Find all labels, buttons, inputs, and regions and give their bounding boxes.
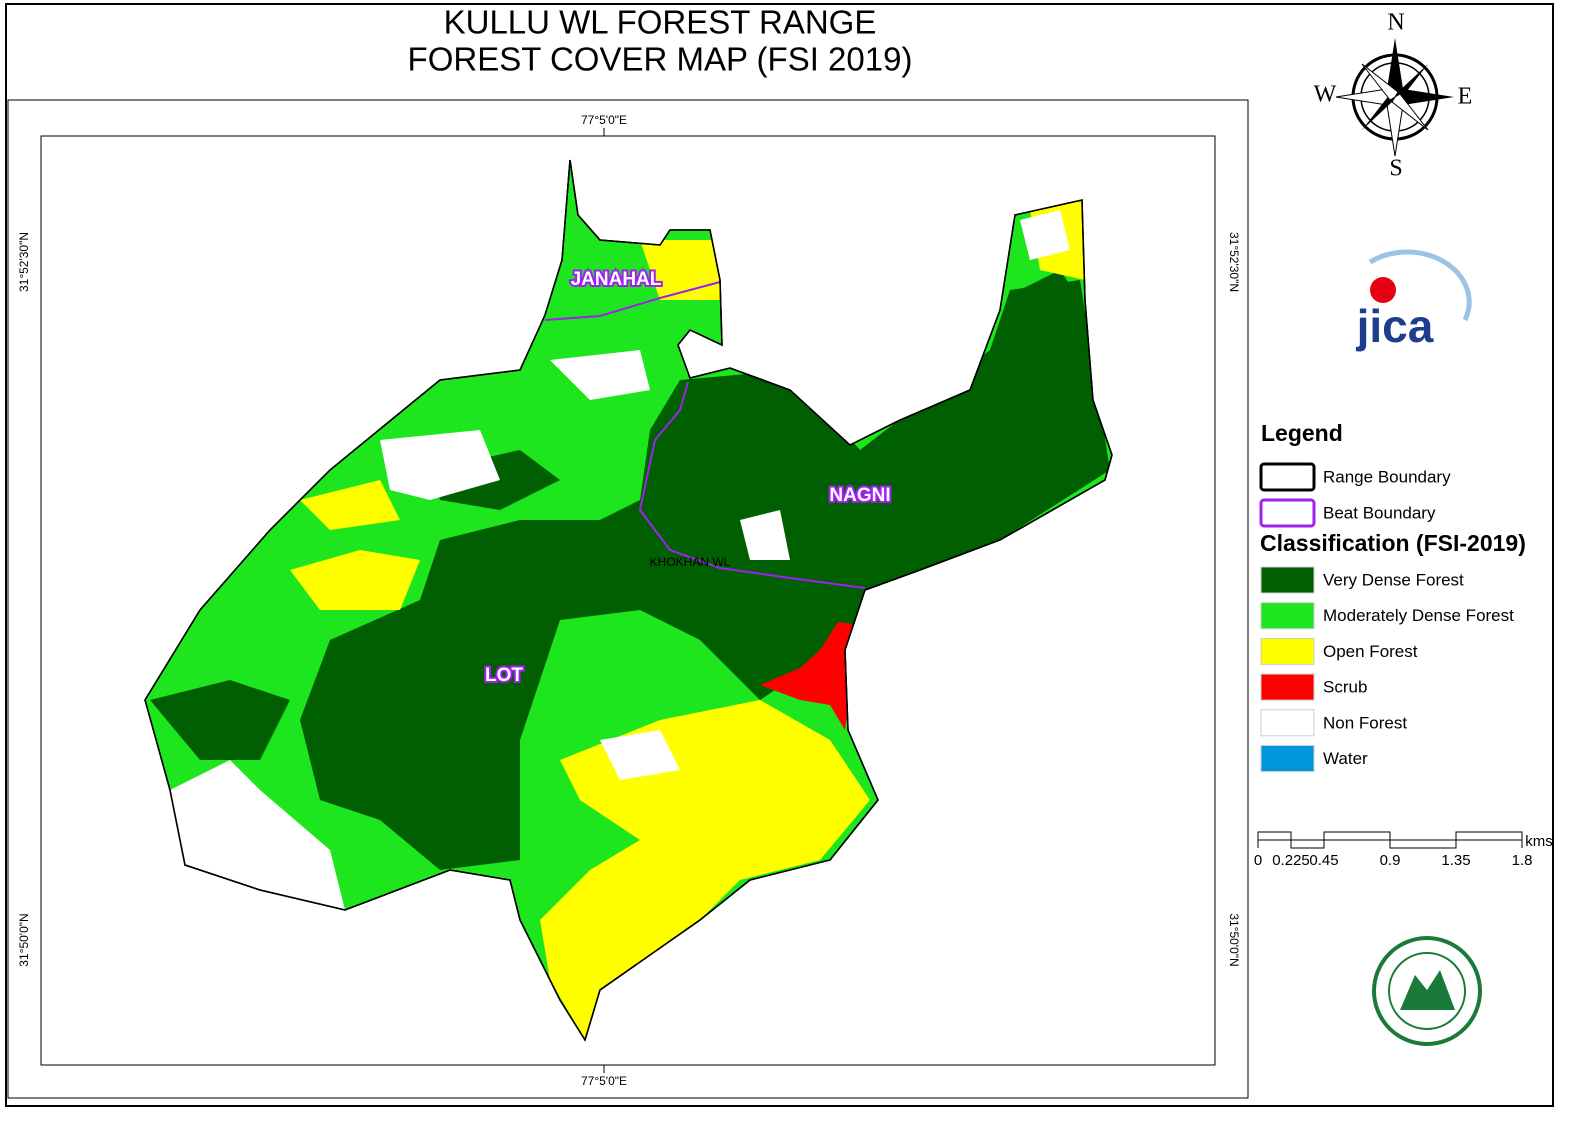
scale-label: 0.45 xyxy=(1309,852,1338,869)
open-forest xyxy=(300,480,400,530)
legend-label: Range Boundary xyxy=(1323,467,1451,486)
non-forest xyxy=(150,760,345,910)
legend-swatch xyxy=(1260,745,1315,772)
scale-label: 1.8 xyxy=(1512,852,1533,869)
neatline xyxy=(40,135,1216,1066)
legend-swatch xyxy=(1260,709,1315,737)
legend-label: Moderately Dense Forest xyxy=(1323,606,1514,625)
legend-label: Open Forest xyxy=(1323,642,1418,661)
compass-letter: E xyxy=(1458,84,1473,110)
legend-swatch xyxy=(1260,602,1315,630)
beat-boundary xyxy=(544,281,721,321)
open-forest xyxy=(640,240,720,300)
scale-segment xyxy=(1389,839,1457,849)
compass-letter: W xyxy=(1314,82,1337,108)
legend-label: Very Dense Forest xyxy=(1323,570,1464,589)
legend-label: Non Forest xyxy=(1323,713,1407,732)
scale-label: 0 xyxy=(1254,852,1262,869)
compass-rose xyxy=(1335,38,1454,157)
graticule-label: 31°52'30"N xyxy=(17,232,31,292)
legend-label: Scrub xyxy=(1323,678,1367,697)
legend-swatch xyxy=(1259,462,1316,492)
graticule-label: 77°5'0"E xyxy=(581,1074,627,1088)
legend-swatch xyxy=(1259,498,1316,528)
scale-label: 1.35 xyxy=(1441,852,1470,869)
legend-swatch xyxy=(1260,637,1315,665)
scale-unit: kms xyxy=(1525,833,1553,850)
very-dense-forest xyxy=(300,280,1110,870)
place-label: JANAHAL xyxy=(571,269,662,290)
place-label: NAGNI xyxy=(829,485,890,506)
legend-swatch xyxy=(1260,673,1315,701)
title-line: KULLU WL FOREST RANGE xyxy=(444,4,877,41)
scale-label: 0.225 xyxy=(1272,852,1310,869)
compass-letter: N xyxy=(1387,10,1404,36)
scale-segment xyxy=(1257,831,1292,841)
compass-letter: S xyxy=(1389,156,1402,182)
legend-swatch xyxy=(1260,566,1315,594)
very-dense-forest xyxy=(150,680,290,760)
legend-title: Legend xyxy=(1261,420,1343,446)
non-forest xyxy=(380,430,500,500)
legend-heading: Classification (FSI-2019) xyxy=(1260,530,1526,556)
logo-arc xyxy=(1368,249,1472,322)
scale-segment xyxy=(1290,839,1325,849)
place-label: KHOKHAN WL xyxy=(650,555,731,569)
non-forest xyxy=(600,730,680,780)
graticule-label: 31°50'0"N xyxy=(1227,913,1241,966)
outer-frame xyxy=(5,3,1554,1107)
very-dense-forest xyxy=(1020,270,1080,320)
scrub xyxy=(760,622,860,730)
title-line: FOREST COVER MAP (FSI 2019) xyxy=(408,41,913,78)
non-forest xyxy=(1020,210,1070,260)
legend-label: Beat Boundary xyxy=(1323,503,1436,522)
scale-segment xyxy=(1323,831,1391,841)
map-frame xyxy=(7,99,1249,1099)
graticule-label: 77°5'0"E xyxy=(581,113,627,127)
scale-label: 0.9 xyxy=(1380,852,1401,869)
legend-label: Water xyxy=(1323,749,1368,768)
non-forest xyxy=(740,510,790,560)
place-label: LOT xyxy=(485,665,523,686)
beat-boundary xyxy=(638,381,866,589)
graticule-label: 31°50'0"N xyxy=(17,913,31,966)
range-boundary xyxy=(144,159,1113,1042)
logo: jica xyxy=(1356,300,1434,352)
graticule-label: 31°52'30"N xyxy=(1227,232,1241,292)
logo-dot xyxy=(1370,277,1396,303)
open-forest xyxy=(290,550,420,610)
open-forest xyxy=(540,700,870,1040)
non-forest xyxy=(550,350,650,400)
scale-segment xyxy=(1455,831,1523,841)
seal xyxy=(1372,936,1482,1046)
